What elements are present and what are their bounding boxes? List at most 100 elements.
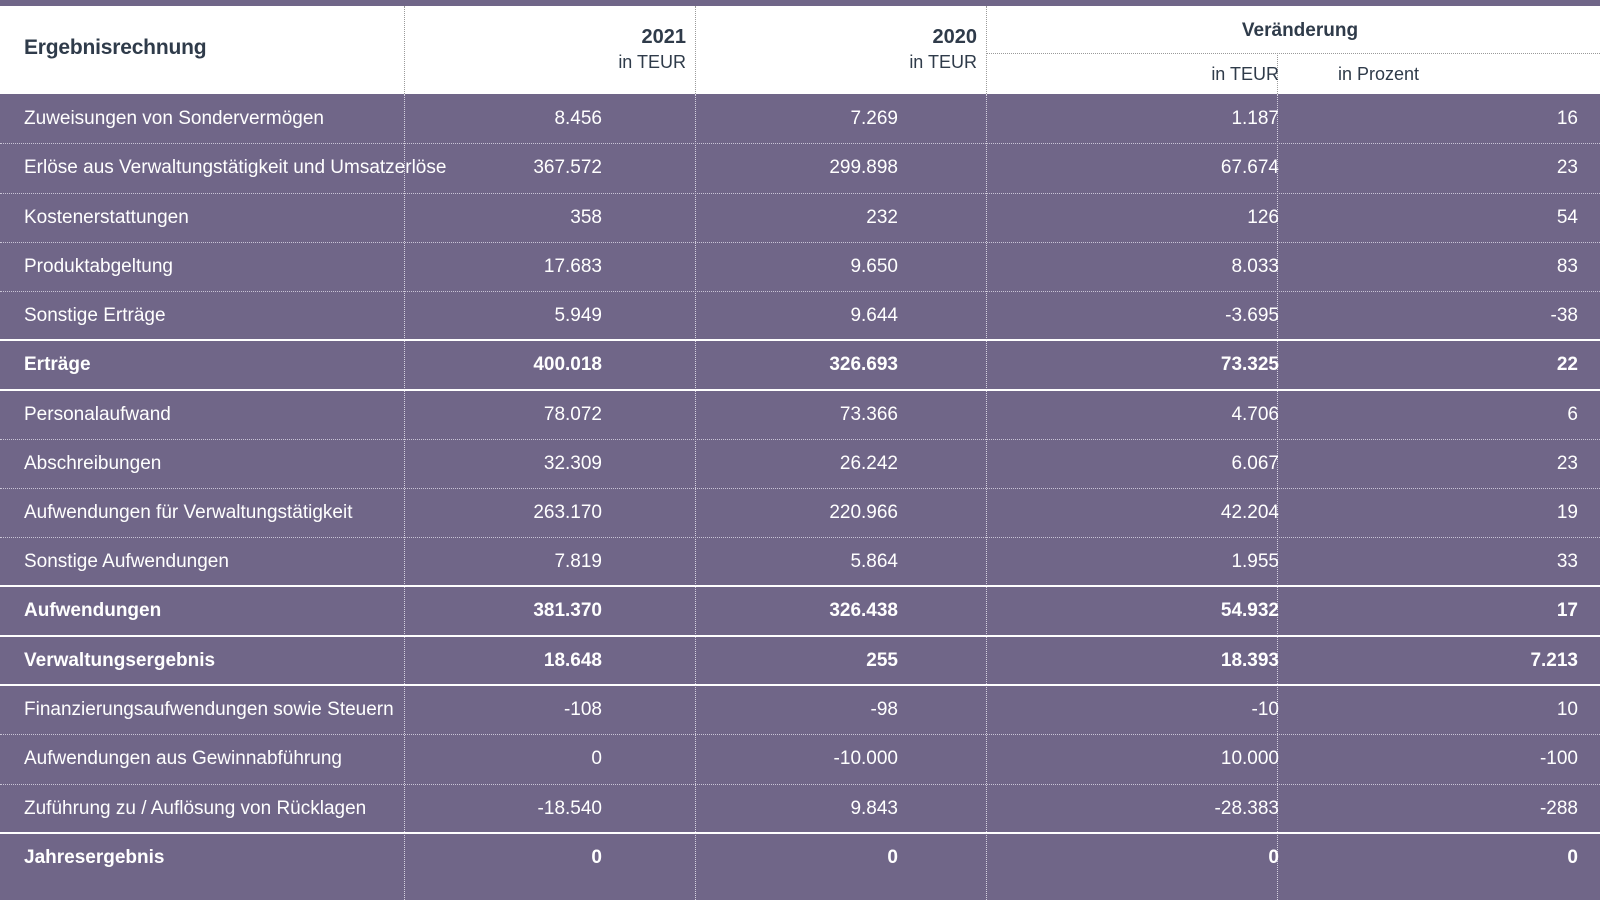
table-row: Zuführung zu / Auflösung von Rücklagen -1… xyxy=(0,784,1600,834)
change-group-divider xyxy=(986,53,1600,54)
cell-change-teur: 126 xyxy=(1247,207,1279,228)
row-divider xyxy=(0,143,1600,144)
table-row: Verwaltungsergebnis 18.648 255 18.393 7.213 xyxy=(0,636,1600,686)
row-divider xyxy=(0,635,1600,637)
cell-change-teur: 1.187 xyxy=(1231,108,1279,129)
cell-change-percent: 33 xyxy=(1556,551,1578,572)
table-row: Aufwendungen aus Gewinnabführung 0 -10.000… xyxy=(0,734,1600,784)
column-unit-2020: in TEUR xyxy=(909,52,977,72)
table-row: Zuweisungen von Sondervermögen 8.456 7.269… xyxy=(0,94,1600,144)
row-label: Personalaufwand xyxy=(24,404,171,425)
cell-change-teur: 8.033 xyxy=(1231,256,1279,277)
cell-change-percent: 19 xyxy=(1556,502,1578,523)
row-divider xyxy=(0,832,1600,834)
row-label: Zuführung zu / Auflösung von Rücklagen xyxy=(24,798,367,819)
cell-change-teur: 1.955 xyxy=(1231,551,1279,572)
cell-2021: 0 xyxy=(591,847,602,868)
cell-2020: -98 xyxy=(870,699,898,720)
row-label: Erlöse aus Verwaltungstätigkeit und Umsa… xyxy=(24,157,447,178)
cell-change-teur: -28.383 xyxy=(1214,798,1279,819)
cell-2020: 9.650 xyxy=(850,256,898,277)
cell-change-percent: 10 xyxy=(1556,699,1578,720)
row-divider xyxy=(0,242,1600,243)
cell-2021: 400.018 xyxy=(533,354,602,375)
column-header-2021: 2021 xyxy=(641,26,687,48)
cell-change-teur: -3.695 xyxy=(1225,305,1279,326)
cell-2020: 326.693 xyxy=(829,354,898,375)
cell-change-percent: 23 xyxy=(1556,453,1578,474)
cell-change-teur: -10 xyxy=(1251,699,1279,720)
cell-2020: 220.966 xyxy=(829,502,898,523)
cell-change-percent: 7.213 xyxy=(1530,650,1578,671)
header-divider xyxy=(404,6,405,94)
column-divider xyxy=(986,94,987,900)
column-header-2020: 2020 xyxy=(932,26,978,48)
cell-2020: 232 xyxy=(866,207,898,228)
column-header-change-teur: in TEUR xyxy=(1211,64,1279,84)
cell-2021: 7.819 xyxy=(554,551,602,572)
row-label: Erträge xyxy=(24,354,91,375)
cell-2020: 7.269 xyxy=(850,108,898,129)
table-row: Abschreibungen 32.309 26.242 6.067 23 xyxy=(0,439,1600,489)
cell-2020: 73.366 xyxy=(839,404,898,425)
row-divider xyxy=(0,784,1600,785)
row-divider xyxy=(0,193,1600,194)
table-row: Sonstige Aufwendungen 7.819 5.864 1.955 33 xyxy=(0,537,1600,587)
cell-2021: 0 xyxy=(591,748,602,769)
row-label: Produktabgeltung xyxy=(24,256,173,277)
row-divider xyxy=(0,488,1600,489)
cell-change-percent: 0 xyxy=(1567,847,1578,868)
cell-2021: 381.370 xyxy=(533,600,602,621)
row-label: Aufwendungen für Verwaltungstätigkeit xyxy=(24,502,353,523)
cell-2020: -10.000 xyxy=(833,748,898,769)
column-unit-2021: in TEUR xyxy=(618,52,686,72)
cell-2021: -108 xyxy=(563,699,602,720)
cell-change-teur: 54.932 xyxy=(1220,600,1279,621)
column-divider xyxy=(1277,94,1278,900)
row-label: Finanzierungsaufwendungen sowie Steuern xyxy=(24,699,394,720)
cell-change-teur: 67.674 xyxy=(1220,157,1279,178)
column-header-change-percent: in Prozent xyxy=(1338,64,1420,84)
cell-2020: 326.438 xyxy=(829,600,898,621)
row-label: Sonstige Aufwendungen xyxy=(24,551,229,572)
table-row: Jahresergebnis 0 0 0 0 xyxy=(0,833,1600,883)
row-divider xyxy=(0,291,1600,292)
cell-2021: 32.309 xyxy=(543,453,602,474)
column-divider xyxy=(695,94,696,900)
table-header: Ergebnisrechnung 2021 in TEUR 2020 in TE… xyxy=(0,6,1600,94)
row-divider xyxy=(0,439,1600,440)
row-label: Sonstige Erträge xyxy=(24,305,166,326)
cell-change-teur: 4.706 xyxy=(1231,404,1279,425)
cell-change-teur: 18.393 xyxy=(1220,650,1279,671)
table-row: Aufwendungen 381.370 326.438 54.932 17 xyxy=(0,586,1600,636)
cell-2020: 255 xyxy=(866,650,898,671)
cell-change-percent: -288 xyxy=(1539,798,1578,819)
table-row: Finanzierungsaufwendungen sowie Steuern -… xyxy=(0,685,1600,735)
row-divider xyxy=(0,734,1600,735)
cell-change-percent: 17 xyxy=(1556,600,1578,621)
header-divider xyxy=(695,6,696,94)
table-title: Ergebnisrechnung xyxy=(24,36,207,59)
row-label: Jahresergebnis xyxy=(24,847,165,868)
cell-change-percent: 6 xyxy=(1567,404,1578,425)
column-divider xyxy=(404,94,405,900)
header-divider xyxy=(1277,53,1278,94)
cell-2021: 8.456 xyxy=(554,108,602,129)
row-label: Aufwendungen xyxy=(24,600,162,621)
cell-change-teur: 0 xyxy=(1268,847,1279,868)
table-row: Erträge 400.018 326.693 73.325 22 xyxy=(0,340,1600,390)
table-row: Produktabgeltung 17.683 9.650 8.033 83 xyxy=(0,242,1600,292)
row-label: Zuweisungen von Sondervermögen xyxy=(24,108,324,129)
cell-change-teur: 42.204 xyxy=(1220,502,1279,523)
header-divider xyxy=(986,6,987,94)
cell-change-percent: 16 xyxy=(1556,108,1578,129)
cell-change-percent: 23 xyxy=(1556,157,1578,178)
cell-2021: 358 xyxy=(570,207,602,228)
row-divider xyxy=(0,537,1600,538)
cell-change-percent: 83 xyxy=(1556,256,1578,277)
row-divider xyxy=(0,339,1600,341)
table-row: Personalaufwand 78.072 73.366 4.706 6 xyxy=(0,390,1600,440)
row-label: Kostenerstattungen xyxy=(24,207,189,228)
row-divider xyxy=(0,585,1600,587)
